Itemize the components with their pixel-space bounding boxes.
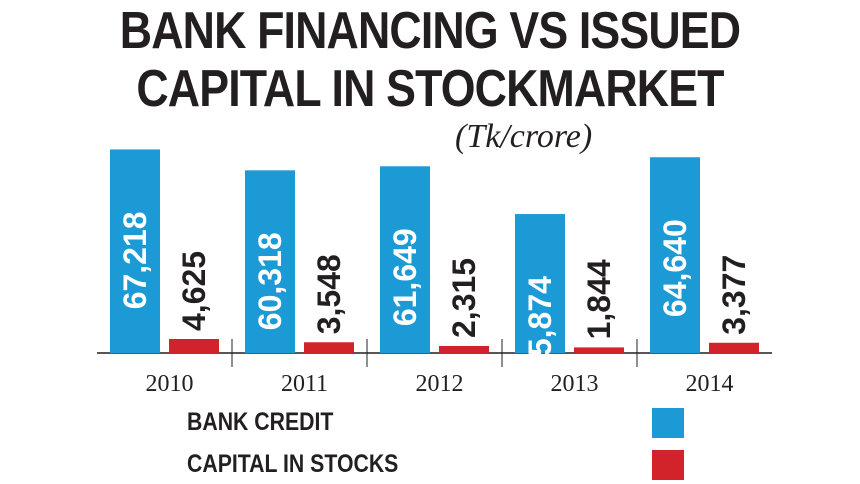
x-tick-label: 2012	[416, 371, 464, 397]
legend-label-bank-credit: BANK CREDIT	[187, 408, 334, 436]
chart-title-line-1: BANK FINANCING VS ISSUED	[119, 2, 741, 60]
legend-swatch-bank-credit	[652, 408, 684, 438]
chart-title-line-2: CAPITAL IN STOCKMARKET	[136, 60, 724, 118]
bar-bank-credit	[515, 214, 565, 353]
x-tick-label: 2013	[551, 371, 599, 397]
bar-bank-credit	[380, 166, 430, 353]
data-label-capital-in-stocks: 1,844	[581, 259, 617, 339]
data-label-bank-credit: 60,318	[252, 232, 288, 330]
data-label-capital-in-stocks: 2,315	[446, 258, 482, 338]
data-label-bank-credit: 64,640	[657, 219, 693, 317]
bar-capital-in-stocks	[169, 338, 219, 353]
data-label-capital-in-stocks: 3,377	[716, 255, 752, 335]
data-label-capital-in-stocks: 4,625	[176, 251, 212, 331]
data-label-capital-in-stocks: 3,548	[311, 254, 347, 334]
bar-capital-in-stocks	[439, 345, 489, 353]
chart-title: BANK FINANCING VS ISSUED CAPITAL IN STOC…	[60, 2, 800, 118]
bar-bank-credit	[650, 157, 700, 353]
legend-swatch-capital-in-stocks	[652, 450, 684, 480]
legend-label-capital-in-stocks: CAPITAL IN STOCKS	[187, 450, 399, 478]
data-label-bank-credit: 45,874	[522, 276, 558, 374]
bar-bank-credit	[110, 149, 160, 353]
bar-bank-credit	[245, 170, 295, 353]
x-tick-label: 2011	[281, 371, 328, 397]
x-tick-label: 2010	[146, 371, 194, 397]
data-label-bank-credit: 67,218	[117, 211, 153, 309]
chart-unit: (Tk/crore)	[455, 118, 593, 155]
x-tick-label: 2014	[686, 371, 734, 397]
bar-capital-in-stocks	[574, 347, 624, 353]
bar-capital-in-stocks	[709, 342, 759, 353]
bar-chart: 67,218 4,625 2010 60,318 3,548 2011 61,649 2,31…	[97, 149, 772, 397]
data-label-bank-credit: 61,649	[387, 228, 423, 326]
bar-capital-in-stocks	[304, 342, 354, 353]
